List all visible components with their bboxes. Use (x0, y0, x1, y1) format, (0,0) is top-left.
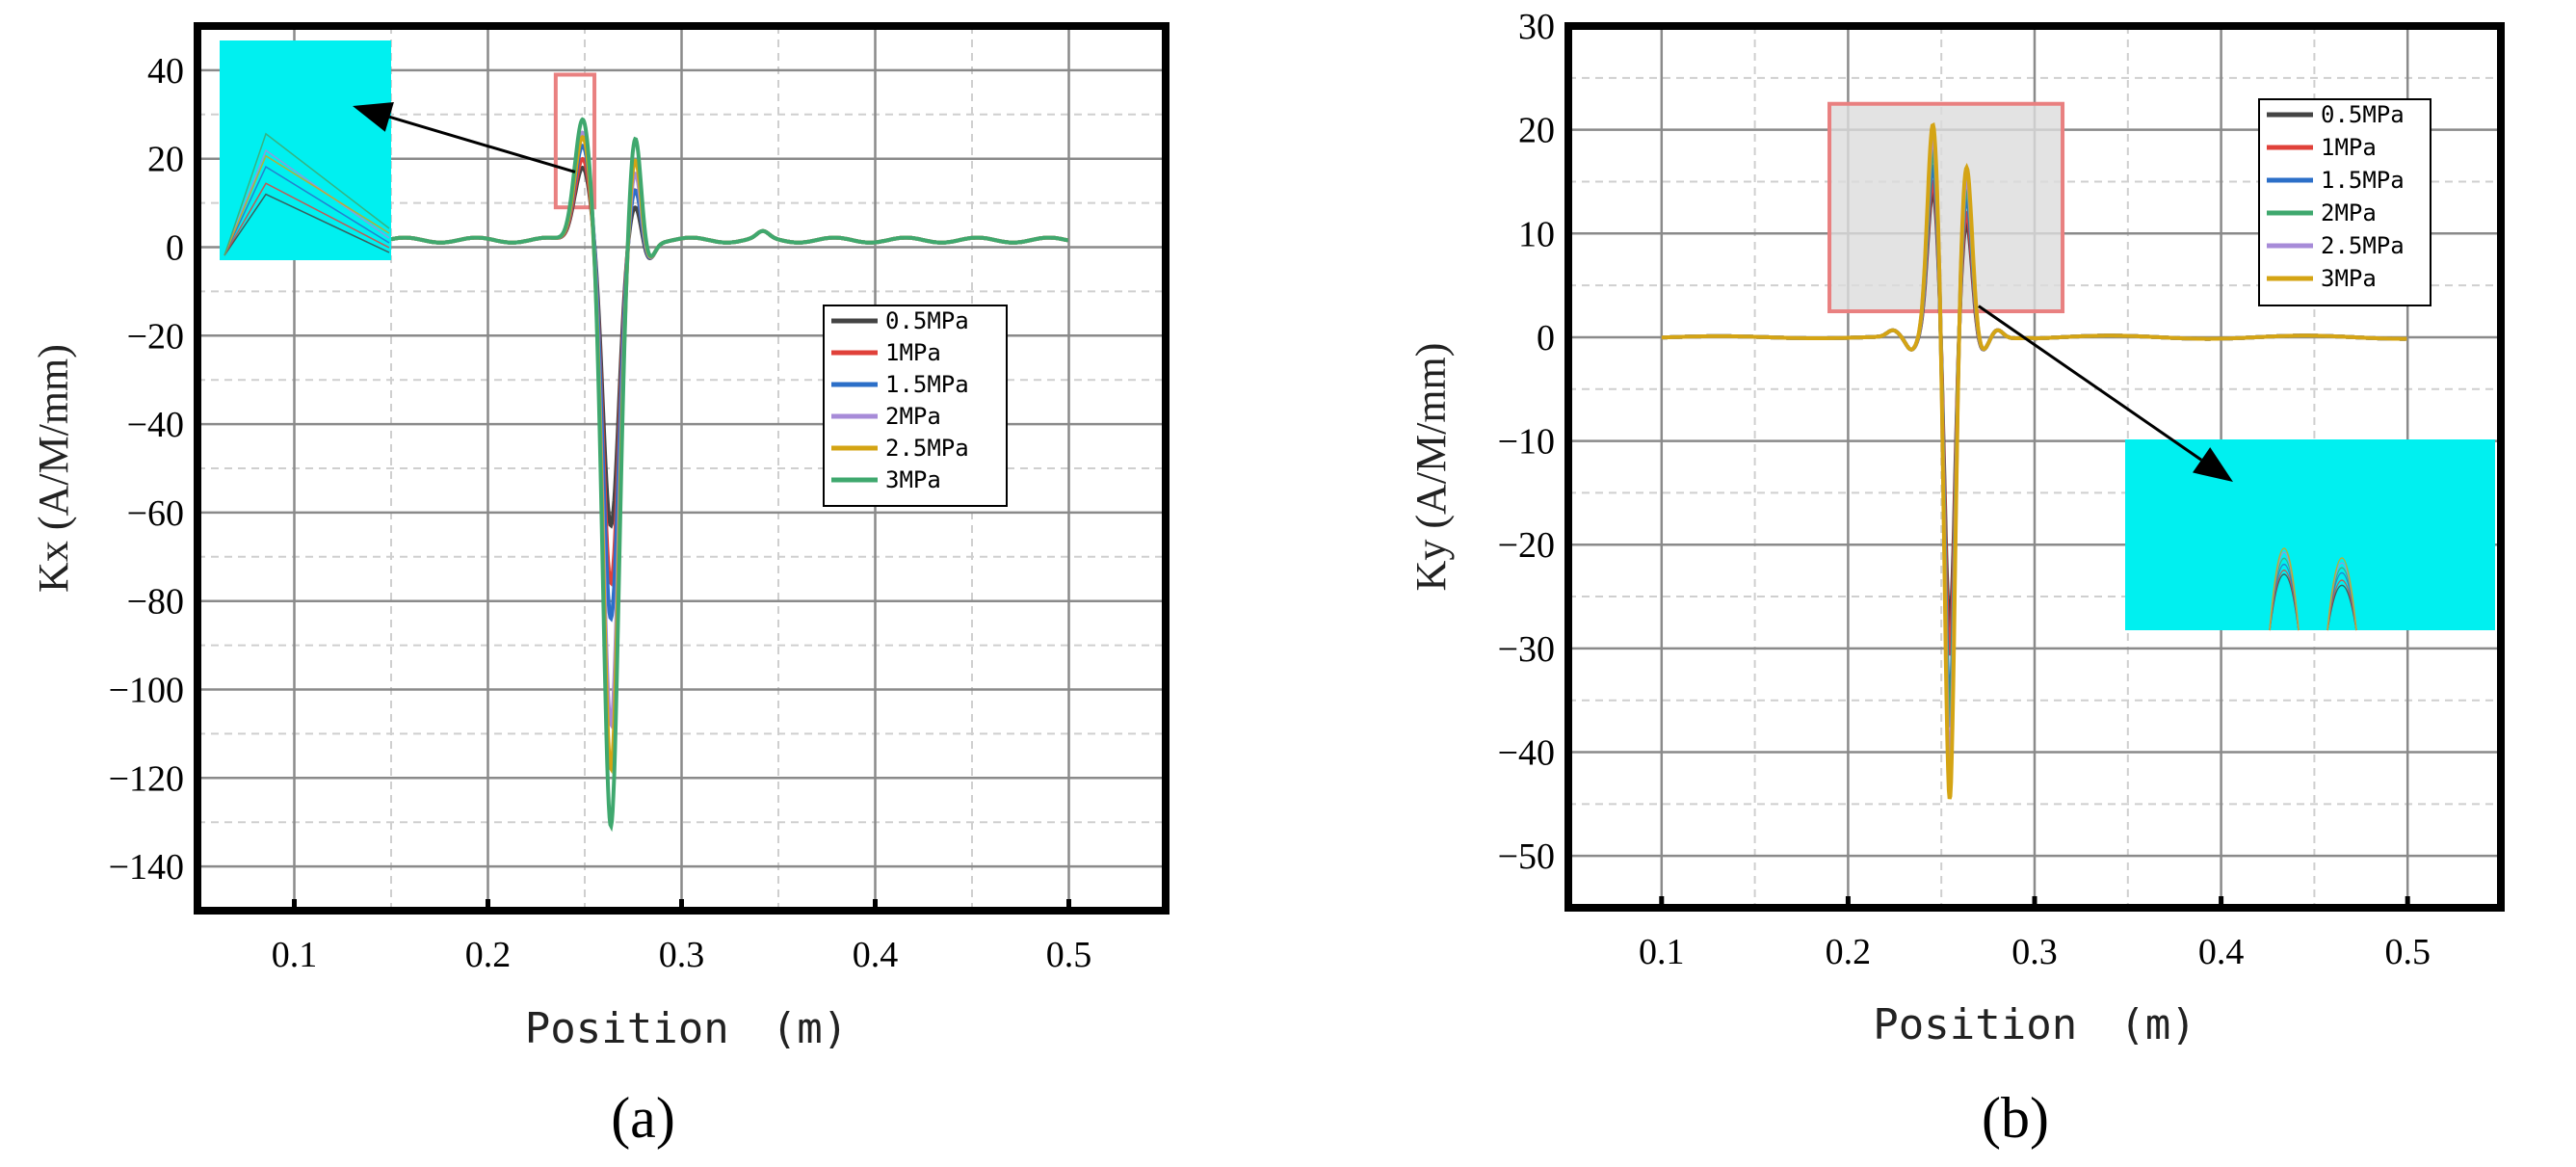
inset-series-line (223, 132, 390, 256)
inset-series-line (223, 182, 390, 256)
zoom-arrow (1978, 305, 2202, 462)
x-tick-label: 0.3 (2011, 932, 2058, 972)
inset-series-line (223, 193, 390, 256)
inset-series-line (223, 166, 390, 256)
panel-label: (b) (1982, 1086, 2049, 1150)
y-tick-label: −10 (1498, 422, 1555, 463)
x-tick-label: 0.2 (465, 935, 512, 975)
y-tick-label: 0 (166, 228, 184, 269)
legend-entry: 2.5MPa (885, 435, 969, 462)
legend-entry: 2.5MPa (2321, 232, 2405, 259)
y-tick-label: −100 (109, 671, 184, 711)
series-line-3MPa (390, 117, 1068, 833)
legend-entry: 2MPa (885, 403, 941, 430)
legend-entry: 1.5MPa (2321, 167, 2405, 194)
x-tick-label: 0.4 (2198, 932, 2245, 972)
x-tick-label: 0.1 (272, 935, 318, 975)
y-tick-label: −80 (127, 582, 184, 623)
legend: 0.5MPa 1MPa 1.5MPa 2MPa 2.5MPa 3MPa (823, 305, 1008, 507)
inset-series-line (2269, 547, 2357, 631)
legend-box (823, 305, 1008, 507)
zoom-region-box (553, 72, 597, 210)
y-tick-label: 10 (1518, 214, 1555, 254)
y-tick-label: −20 (1498, 525, 1555, 566)
x-axis-label: Position (m) (525, 1004, 848, 1053)
x-tick-label: 0.4 (853, 935, 899, 975)
x-tick-label: 0.5 (1046, 935, 1092, 975)
legend-entry: 1.5MPa (885, 371, 969, 398)
x-tick-label: 0.1 (1639, 932, 1685, 972)
y-tick-label: −20 (127, 316, 184, 357)
x-axis-label: Position (m) (1873, 1000, 2195, 1049)
series-line-3MPa (1661, 121, 2407, 800)
y-tick-label: −60 (127, 493, 184, 534)
y-tick-label: 20 (147, 140, 184, 180)
x-tick-label: 0.5 (2384, 932, 2431, 972)
y-tick-label: −40 (1498, 733, 1555, 774)
zoom-arrow-head (2192, 447, 2233, 482)
legend-entry: 0.5MPa (885, 307, 969, 334)
y-tick-label: 40 (147, 51, 184, 92)
legend-entry: 1MPa (885, 339, 941, 366)
legend-entry: 2MPa (2321, 199, 2377, 226)
x-tick-label: 0.2 (1826, 932, 1872, 972)
zoom-inset (2125, 439, 2495, 631)
legend-entry: 0.5MPa (2321, 101, 2405, 128)
y-tick-label: −140 (109, 847, 184, 888)
panel-label: (a) (611, 1086, 675, 1150)
y-tick-label: 20 (1518, 111, 1555, 151)
y-axis-label: Ky (A/M/mm) (1407, 343, 1455, 592)
zoom-arrow (388, 115, 576, 173)
zoom-region-box (1827, 101, 2065, 314)
inset-background (2125, 439, 2495, 630)
y-tick-label: −40 (127, 405, 184, 445)
zoom-inset (220, 40, 391, 260)
y-tick-label: −50 (1498, 836, 1555, 877)
legend-entry: 3MPa (2321, 265, 2377, 292)
y-tick-label: −30 (1498, 629, 1555, 670)
legend: 0.5MPa 1MPa 1.5MPa 2MPa 2.5MPa 3MPa (2258, 98, 2431, 306)
legend-entry: 1MPa (2321, 134, 2377, 161)
zoom-arrow-head (353, 102, 394, 132)
y-tick-label: 30 (1518, 7, 1555, 47)
inset-background (220, 40, 391, 260)
x-tick-label: 0.3 (659, 935, 705, 975)
y-axis-label: Kx (A/M/mm) (30, 344, 77, 593)
y-tick-label: −120 (109, 758, 184, 799)
chart-panel-b: 0.1 0.2 0.3 0.4 0.5 30 20 10 0 −10 −20 −30 −40 −50 Pos… (1407, 7, 2505, 1150)
legend-box (2258, 98, 2431, 306)
y-tick-label: 0 (1537, 318, 1555, 358)
legend-entry: 3MPa (885, 466, 941, 493)
chart-panel-a: 0.1 0.2 0.3 0.4 0.5 40 20 0 −20 −40 −60 −80 −100 −120… (30, 22, 1170, 1150)
inset-series-line (223, 154, 390, 256)
